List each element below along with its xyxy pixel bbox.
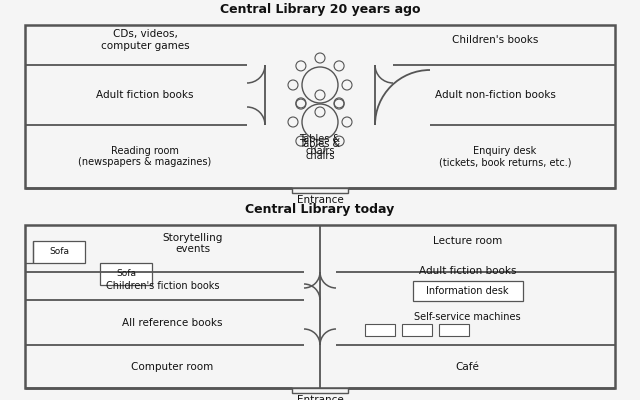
Text: All reference books: All reference books	[122, 318, 223, 328]
Bar	[25, 225, 615, 388]
Text: Entrance: Entrance	[296, 195, 344, 205]
Bar	[33, 241, 85, 263]
Text: Children's books: Children's books	[452, 35, 538, 45]
Text: Reading room
(newspapers & magazines): Reading room (newspapers & magazines)	[78, 146, 212, 167]
Text: Self-service machines: Self-service machines	[414, 312, 521, 322]
Bar	[292, 388, 348, 393]
Bar	[25, 25, 615, 188]
Text: Tables &
chairs: Tables & chairs	[300, 134, 340, 156]
Bar	[413, 280, 522, 300]
Bar	[402, 324, 432, 336]
Text: CDs, videos,
computer games: CDs, videos, computer games	[100, 29, 189, 51]
Text: Central Library today: Central Library today	[245, 204, 395, 216]
Text: Adult fiction books: Adult fiction books	[96, 90, 194, 100]
Text: Storytelling
events: Storytelling events	[163, 233, 223, 254]
Text: Tables &
chairs: Tables & chairs	[300, 139, 340, 161]
Text: Information desk: Information desk	[426, 286, 509, 296]
Text: Adult non-fiction books: Adult non-fiction books	[435, 90, 556, 100]
Text: Children's fiction books: Children's fiction books	[106, 281, 220, 291]
Bar	[439, 324, 469, 336]
Text: Sofa: Sofa	[116, 270, 136, 278]
Text: Café: Café	[456, 362, 479, 372]
Text: Entrance: Entrance	[296, 395, 344, 400]
Text: Central Library 20 years ago: Central Library 20 years ago	[220, 4, 420, 16]
Bar	[292, 188, 348, 193]
Bar	[365, 324, 395, 336]
Text: Adult fiction books: Adult fiction books	[419, 266, 516, 276]
Text: Sofa: Sofa	[49, 248, 69, 256]
Text: Enquiry desk
(tickets, book returns, etc.): Enquiry desk (tickets, book returns, etc…	[439, 146, 572, 167]
Bar	[100, 263, 152, 285]
Text: Lecture room: Lecture room	[433, 236, 502, 246]
Text: Computer room: Computer room	[131, 362, 214, 372]
